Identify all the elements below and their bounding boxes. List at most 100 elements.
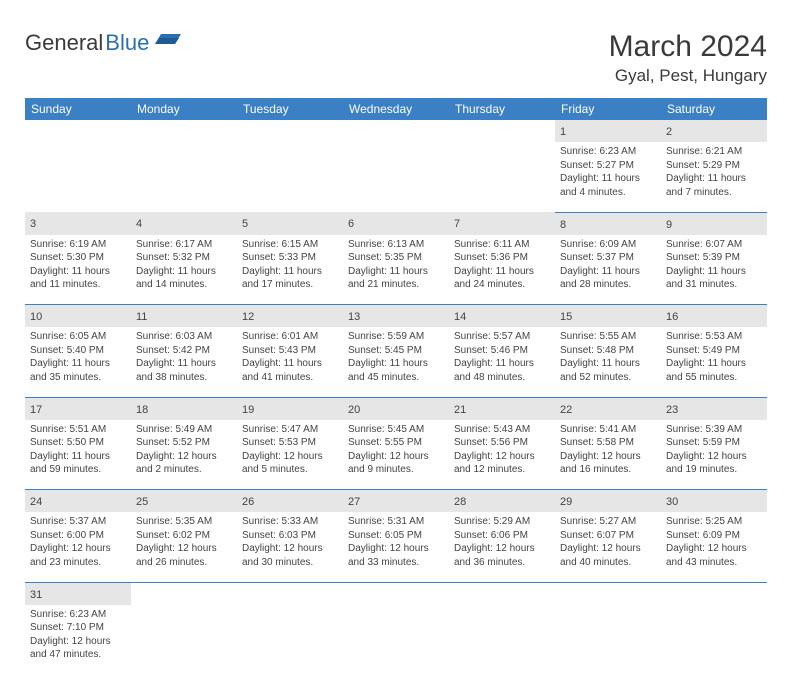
daylight-text-1: Daylight: 11 hours xyxy=(242,265,338,279)
daylight-text-1: Daylight: 11 hours xyxy=(666,265,762,279)
day-number: 5 xyxy=(242,218,248,230)
daynum-cell: 5 xyxy=(237,212,343,235)
day-number: 2 xyxy=(666,126,672,138)
day-number: 7 xyxy=(454,218,460,230)
daylight-text-1: Daylight: 11 hours xyxy=(560,265,656,279)
logo-text-general: General xyxy=(25,30,103,56)
sunrise-text: Sunrise: 5:31 AM xyxy=(348,515,444,529)
daynum-cell: 16 xyxy=(661,305,767,328)
day-text: Sunrise: 5:39 AMSunset: 5:59 PMDaylight:… xyxy=(666,423,762,477)
day-text: Sunrise: 6:09 AMSunset: 5:37 PMDaylight:… xyxy=(560,238,656,292)
day-number: 21 xyxy=(454,404,466,416)
day-content-row: Sunrise: 6:19 AMSunset: 5:30 PMDaylight:… xyxy=(25,235,767,305)
daylight-text-2: and 14 minutes. xyxy=(136,278,232,292)
sunrise-text: Sunrise: 6:19 AM xyxy=(30,238,126,252)
day-cell xyxy=(449,605,555,675)
daynum-row: 31 xyxy=(25,582,767,605)
daynum-cell: 28 xyxy=(449,490,555,513)
daynum-cell: 4 xyxy=(131,212,237,235)
daynum-cell: 1 xyxy=(555,120,661,142)
day-cell xyxy=(449,142,555,212)
day-text: Sunrise: 6:05 AMSunset: 5:40 PMDaylight:… xyxy=(30,330,126,384)
day-text: Sunrise: 5:43 AMSunset: 5:56 PMDaylight:… xyxy=(454,423,550,477)
day-text: Sunrise: 6:07 AMSunset: 5:39 PMDaylight:… xyxy=(666,238,762,292)
day-cell: Sunrise: 5:47 AMSunset: 5:53 PMDaylight:… xyxy=(237,420,343,490)
sunrise-text: Sunrise: 5:51 AM xyxy=(30,423,126,437)
day-number: 6 xyxy=(348,218,354,230)
day-cell: Sunrise: 5:55 AMSunset: 5:48 PMDaylight:… xyxy=(555,327,661,397)
daylight-text-2: and 31 minutes. xyxy=(666,278,762,292)
location: Gyal, Pest, Hungary xyxy=(609,66,767,86)
daylight-text-2: and 16 minutes. xyxy=(560,463,656,477)
sunset-text: Sunset: 5:27 PM xyxy=(560,159,656,173)
day-number: 16 xyxy=(666,311,678,323)
daynum-cell xyxy=(131,120,237,142)
daynum-cell: 12 xyxy=(237,305,343,328)
day-number: 18 xyxy=(136,404,148,416)
day-text: Sunrise: 6:17 AMSunset: 5:32 PMDaylight:… xyxy=(136,238,232,292)
sunrise-text: Sunrise: 5:27 AM xyxy=(560,515,656,529)
day-text: Sunrise: 5:59 AMSunset: 5:45 PMDaylight:… xyxy=(348,330,444,384)
daynum-cell: 25 xyxy=(131,490,237,513)
daylight-text-1: Daylight: 12 hours xyxy=(348,450,444,464)
daynum-cell xyxy=(555,582,661,605)
sunrise-text: Sunrise: 6:23 AM xyxy=(30,608,126,622)
day-cell xyxy=(25,142,131,212)
daynum-row: 17181920212223 xyxy=(25,397,767,420)
sunrise-text: Sunrise: 5:37 AM xyxy=(30,515,126,529)
daylight-text-2: and 43 minutes. xyxy=(666,556,762,570)
sunset-text: Sunset: 5:53 PM xyxy=(242,436,338,450)
day-cell: Sunrise: 5:31 AMSunset: 6:05 PMDaylight:… xyxy=(343,512,449,582)
daynum-cell xyxy=(449,582,555,605)
day-cell xyxy=(237,142,343,212)
sunrise-text: Sunrise: 6:23 AM xyxy=(560,145,656,159)
daynum-cell xyxy=(237,582,343,605)
daynum-cell: 17 xyxy=(25,397,131,420)
daynum-cell: 15 xyxy=(555,305,661,328)
daynum-cell: 2 xyxy=(661,120,767,142)
sunrise-text: Sunrise: 6:13 AM xyxy=(348,238,444,252)
weekday-header: Monday xyxy=(131,98,237,120)
day-cell: Sunrise: 6:01 AMSunset: 5:43 PMDaylight:… xyxy=(237,327,343,397)
day-text: Sunrise: 5:49 AMSunset: 5:52 PMDaylight:… xyxy=(136,423,232,477)
daylight-text-2: and 7 minutes. xyxy=(666,186,762,200)
daylight-text-1: Daylight: 11 hours xyxy=(242,357,338,371)
day-cell: Sunrise: 5:35 AMSunset: 6:02 PMDaylight:… xyxy=(131,512,237,582)
month-title: March 2024 xyxy=(609,30,767,64)
weekday-header: Wednesday xyxy=(343,98,449,120)
day-cell: Sunrise: 6:03 AMSunset: 5:42 PMDaylight:… xyxy=(131,327,237,397)
day-cell: Sunrise: 6:21 AMSunset: 5:29 PMDaylight:… xyxy=(661,142,767,212)
daylight-text-2: and 33 minutes. xyxy=(348,556,444,570)
day-text: Sunrise: 6:23 AMSunset: 7:10 PMDaylight:… xyxy=(30,608,126,662)
daynum-cell: 30 xyxy=(661,490,767,513)
day-number: 8 xyxy=(560,219,566,231)
daynum-cell: 29 xyxy=(555,490,661,513)
day-number: 28 xyxy=(454,496,466,508)
calendar-table: SundayMondayTuesdayWednesdayThursdayFrid… xyxy=(25,98,767,675)
sunset-text: Sunset: 5:45 PM xyxy=(348,344,444,358)
day-number: 14 xyxy=(454,311,466,323)
sunset-text: Sunset: 6:06 PM xyxy=(454,529,550,543)
daynum-cell xyxy=(237,120,343,142)
daylight-text-1: Daylight: 11 hours xyxy=(30,265,126,279)
day-content-row: Sunrise: 6:23 AMSunset: 5:27 PMDaylight:… xyxy=(25,142,767,212)
daylight-text-2: and 55 minutes. xyxy=(666,371,762,385)
sunset-text: Sunset: 5:55 PM xyxy=(348,436,444,450)
day-number: 29 xyxy=(560,496,572,508)
daylight-text-1: Daylight: 11 hours xyxy=(560,172,656,186)
weekday-header: Tuesday xyxy=(237,98,343,120)
sunset-text: Sunset: 5:37 PM xyxy=(560,251,656,265)
sunset-text: Sunset: 5:32 PM xyxy=(136,251,232,265)
day-number: 10 xyxy=(30,311,42,323)
day-content-row: Sunrise: 5:37 AMSunset: 6:00 PMDaylight:… xyxy=(25,512,767,582)
sunset-text: Sunset: 5:46 PM xyxy=(454,344,550,358)
sunset-text: Sunset: 6:00 PM xyxy=(30,529,126,543)
daylight-text-1: Daylight: 11 hours xyxy=(560,357,656,371)
daylight-text-2: and 38 minutes. xyxy=(136,371,232,385)
day-text: Sunrise: 5:25 AMSunset: 6:09 PMDaylight:… xyxy=(666,515,762,569)
daylight-text-2: and 23 minutes. xyxy=(30,556,126,570)
daylight-text-2: and 41 minutes. xyxy=(242,371,338,385)
sunrise-text: Sunrise: 5:53 AM xyxy=(666,330,762,344)
day-number: 25 xyxy=(136,496,148,508)
daynum-cell: 20 xyxy=(343,397,449,420)
